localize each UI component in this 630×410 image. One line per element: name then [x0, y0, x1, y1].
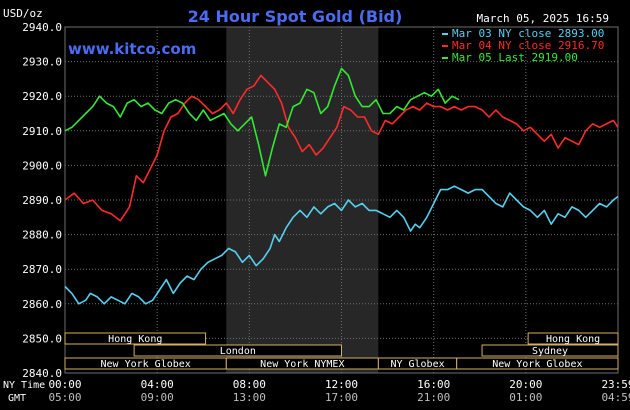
x-tick-label-gmt: 21:00 — [417, 391, 450, 404]
legend-swatch-mar03 — [442, 33, 448, 35]
y-unit-label: USD/oz — [3, 7, 43, 20]
session-label: Hong Kong — [546, 334, 600, 345]
series-line-mar05 — [64, 67, 460, 177]
session-label: Sydney — [532, 346, 568, 357]
y-tick-label: 2880.0 — [22, 229, 62, 242]
session-bar — [133, 344, 342, 357]
legend-entry-mar04: Mar 04 NY close 2916.70 — [452, 39, 604, 52]
site-watermark: www.kitco.com — [68, 40, 196, 58]
chart-date: March 05, 2025 16:59 — [477, 12, 609, 25]
x-tick-label-ny: 20:00 — [509, 378, 542, 391]
legend-entry-mar05: Mar 05 Last 2919.00 — [452, 51, 578, 64]
x-tick-label-gmt: 01:00 — [509, 391, 542, 404]
y-tick-label: 2860.0 — [22, 298, 62, 311]
x-tick-label-ny: 04:00 — [141, 378, 174, 391]
x-tick-label-ny: 08:00 — [233, 378, 266, 391]
x-tick-label-ny: 12:00 — [325, 378, 358, 391]
y-tick-label: 2900.0 — [22, 159, 62, 172]
legend-swatch-mar05 — [442, 57, 448, 59]
y-tick-label: 2930.0 — [22, 56, 62, 69]
x-tick-label-gmt: 04:59 — [601, 391, 630, 404]
session-label: New York Globex — [100, 359, 190, 370]
y-tick-label: 2920.0 — [22, 90, 62, 103]
chart-title: 24 Hour Spot Gold (Bid) — [188, 7, 403, 26]
x-tick-label-ny: 16:00 — [417, 378, 450, 391]
session-label: NY Globex — [390, 359, 444, 370]
axis-labels: 2840.0 2850.0 2860.0 2870.0 2880.0 2890.0 2900… — [22, 21, 630, 404]
price-lines — [64, 67, 619, 305]
session-label: London — [220, 346, 256, 357]
x-tick-label-gmt: 09:00 — [141, 391, 174, 404]
x-tick-label-ny: 00:00 — [48, 378, 81, 391]
legend-swatch-mar04 — [442, 45, 448, 47]
legend-entry-mar03: Mar 03 NY close 2893.00 — [452, 27, 604, 40]
session-bars: Hong Kong Hong Kong London Sydney New York G… — [64, 332, 619, 370]
chart-legend: Mar 03 NY close 2893.00 Mar 04 NY close … — [442, 27, 604, 64]
x-tick-label-ny: 23:59 — [601, 378, 630, 391]
y-tick-label: 2910.0 — [22, 125, 62, 138]
session-label: New York Globex — [492, 359, 582, 370]
y-tick-label: 2890.0 — [22, 194, 62, 207]
session-bar — [527, 332, 619, 345]
y-tick-label: 2840.0 — [22, 367, 62, 380]
y-tick-label: 2940.0 — [22, 21, 62, 34]
x-tick-label-gmt: 13:00 — [233, 391, 266, 404]
x-tick-label-gmt: 05:00 — [48, 391, 81, 404]
ny-time-row-label: NY Time — [3, 380, 45, 391]
y-tick-label: 2870.0 — [22, 263, 62, 276]
x-tick-label-gmt: 17:00 — [325, 391, 358, 404]
y-tick-label: 2850.0 — [22, 332, 62, 345]
session-label: New York NYMEX — [260, 359, 344, 370]
grid-layer — [64, 26, 619, 374]
session-bar — [64, 332, 207, 345]
session-label: Hong Kong — [108, 334, 162, 345]
series-line-mar04 — [64, 74, 619, 222]
session-bar — [481, 344, 619, 357]
gmt-row-label: GMT — [8, 393, 26, 404]
series-line-mar03 — [64, 185, 619, 305]
session-bar — [456, 357, 619, 370]
